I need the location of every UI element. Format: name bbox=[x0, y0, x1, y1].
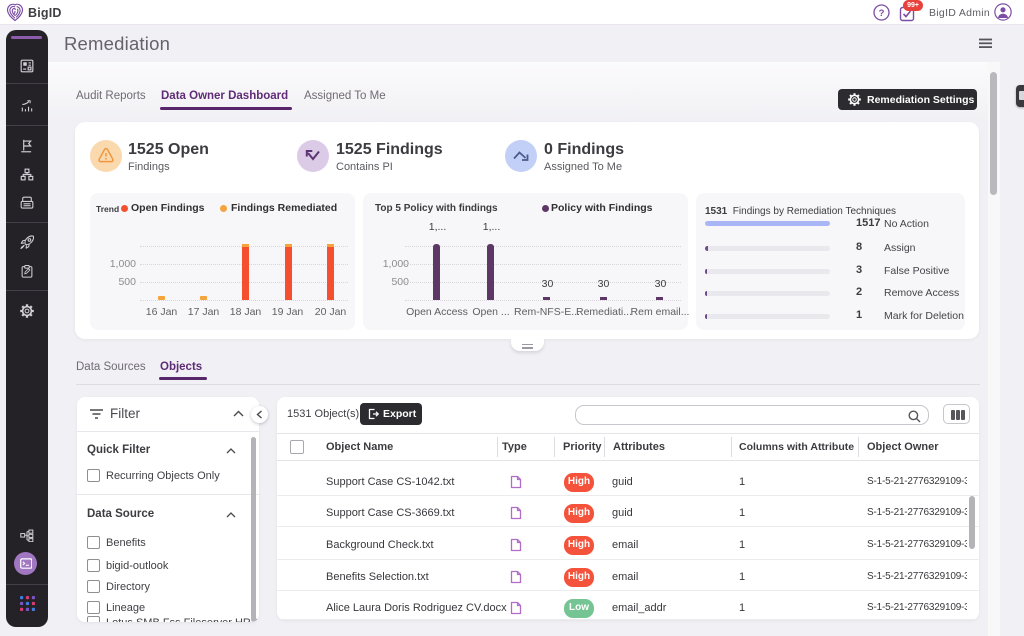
svg-text:?: ? bbox=[879, 8, 885, 19]
